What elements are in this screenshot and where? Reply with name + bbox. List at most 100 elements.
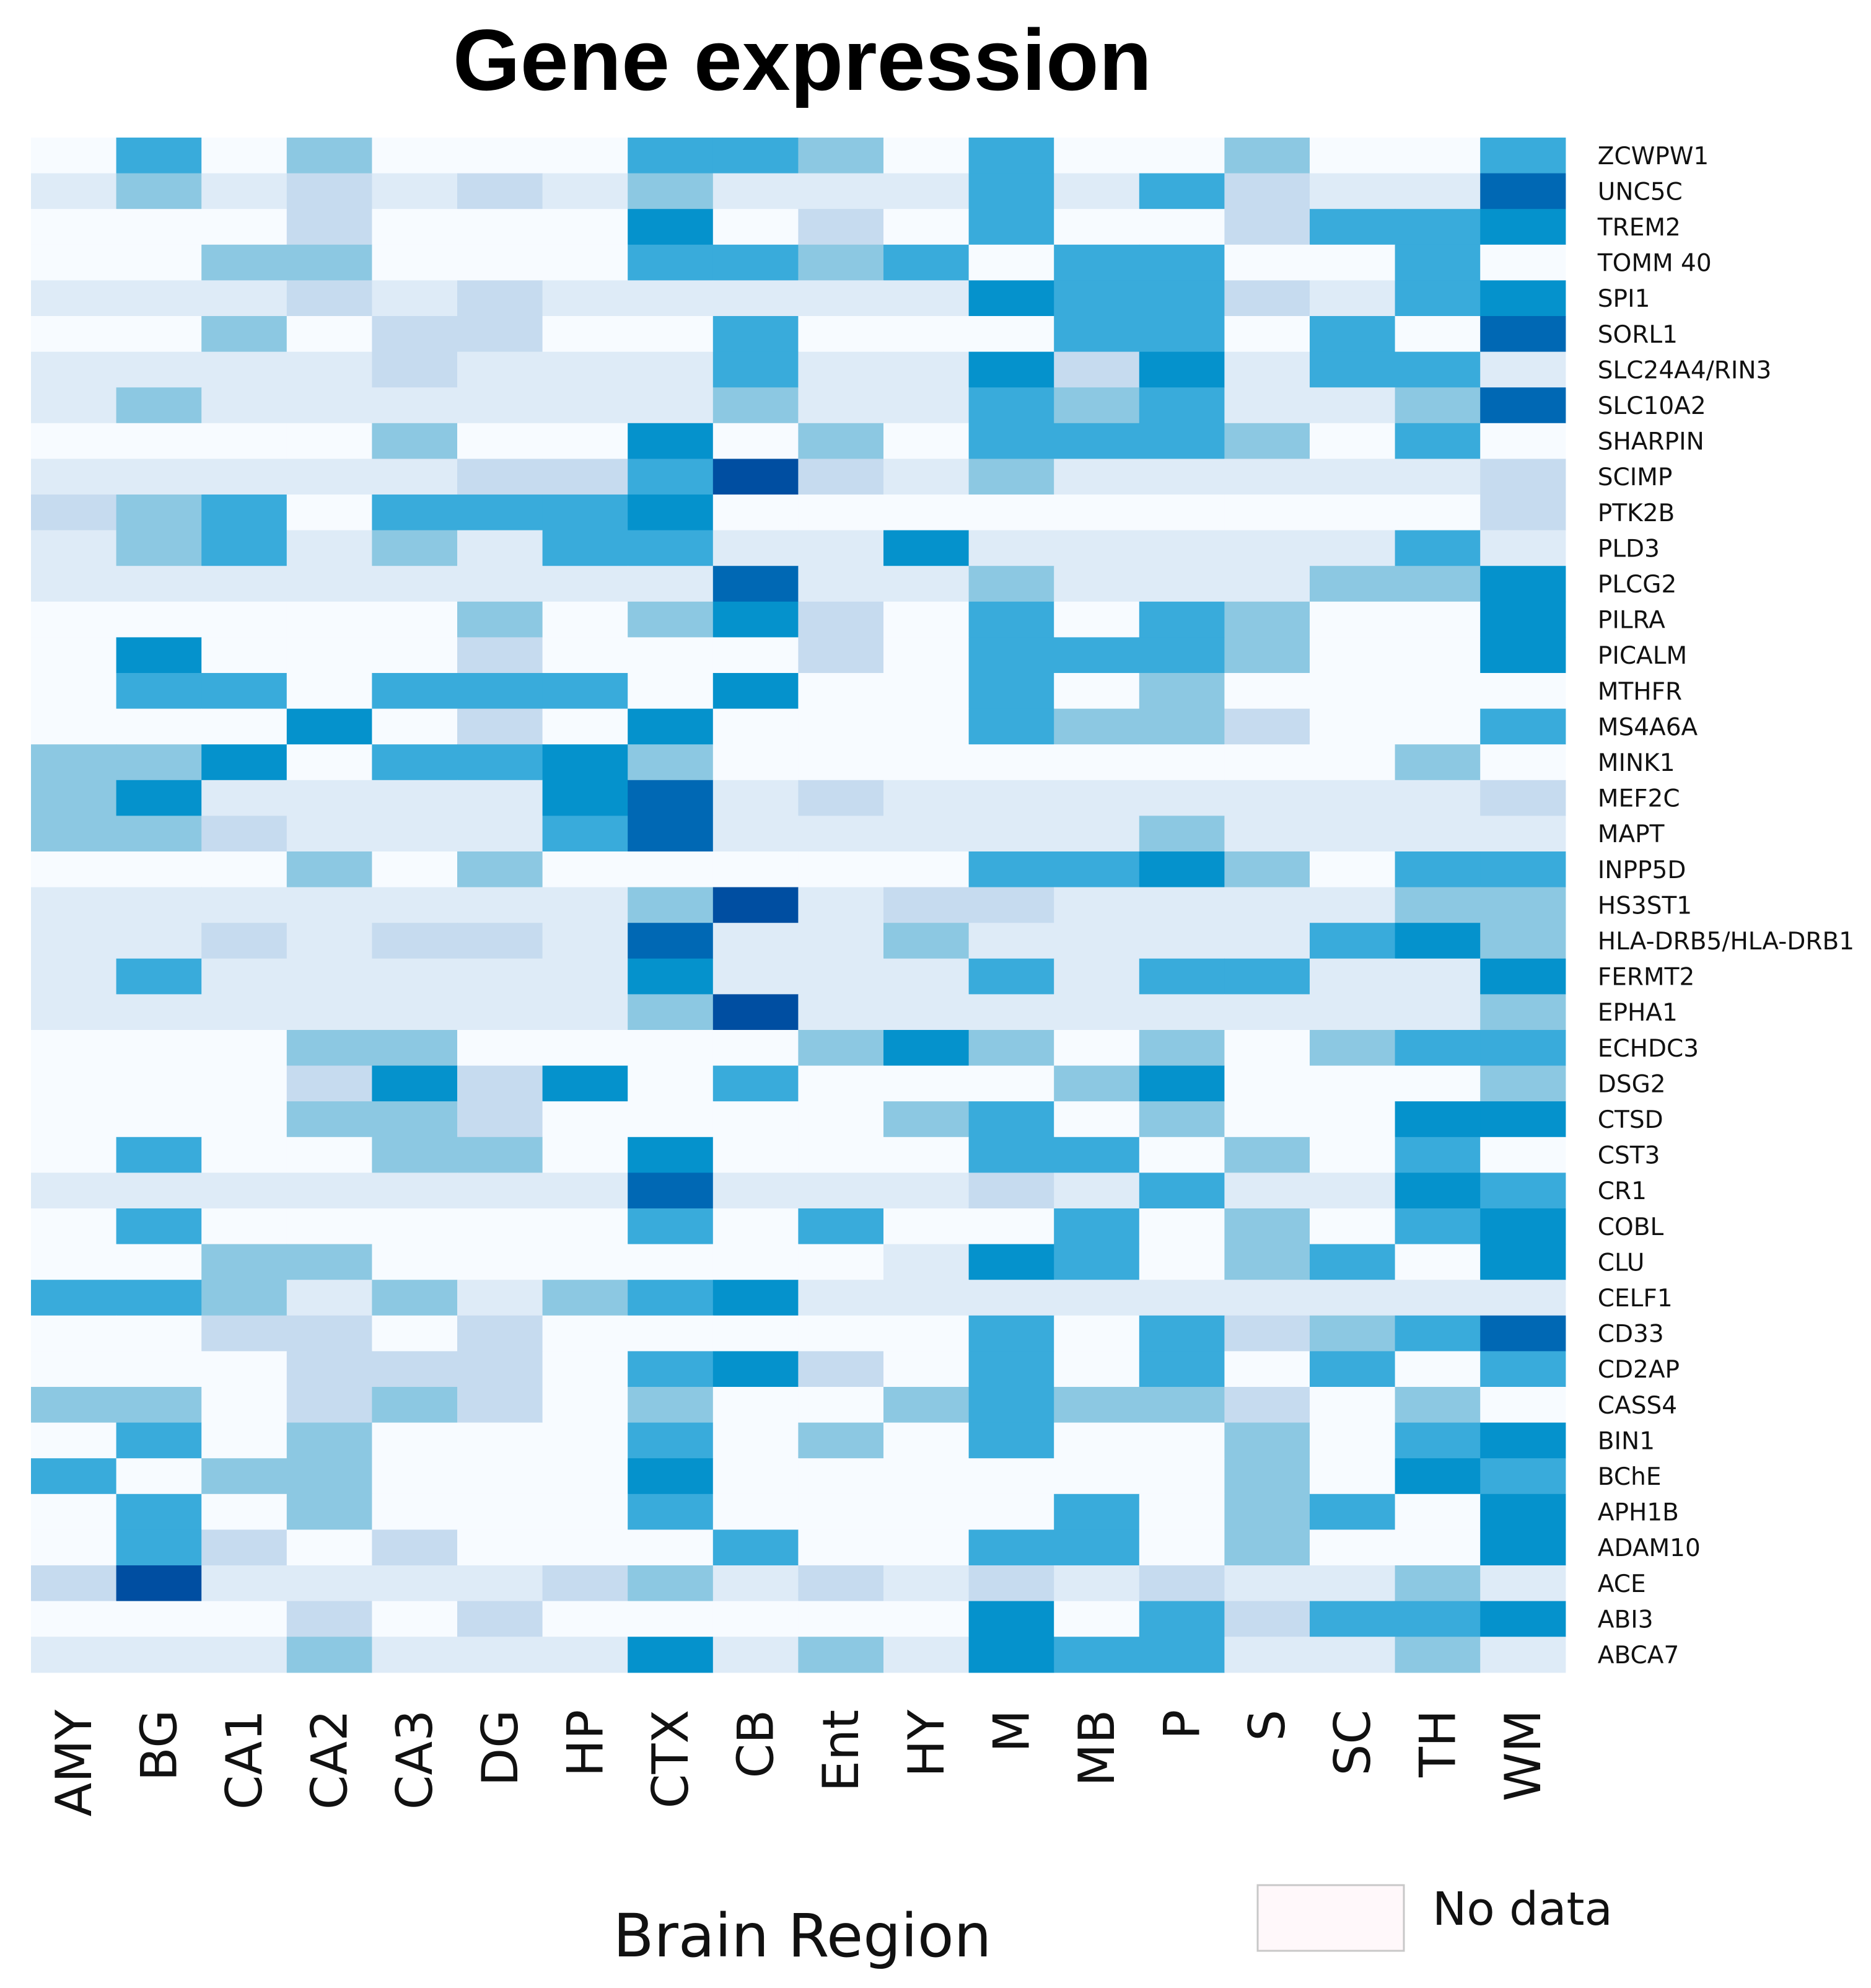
heatmap-cell-mink1-ca1 <box>201 744 287 781</box>
heatmap-cell-mapt-ca1 <box>201 816 287 852</box>
heatmap-cell-cr1-ent <box>798 1172 884 1209</box>
heatmap-cell-plcg2-s <box>1224 566 1310 602</box>
heatmap-cell-abi3-p <box>1139 1601 1225 1637</box>
heatmap-cell-abca7-mb <box>1054 1637 1140 1673</box>
heatmap-cell-spi1-ca3 <box>372 280 458 317</box>
heatmap-cell-cd2ap-ctx <box>628 1351 714 1388</box>
heatmap-cell-clu-cb <box>712 1244 799 1280</box>
heatmap-cell-pld3-m <box>968 530 1054 566</box>
heatmap-cell-abca7-m <box>968 1637 1054 1673</box>
heatmap-cell-cr1-ca3 <box>372 1172 458 1209</box>
heatmap-cell-mef2c-s <box>1224 780 1310 816</box>
gene-label-ctsd: CTSD <box>1598 1106 1663 1134</box>
heatmap-cell-scimp-ctx <box>628 459 714 495</box>
heatmap-cell-inpp5d-m <box>968 851 1054 888</box>
heatmap-cell-celf1-amy <box>31 1280 117 1316</box>
heatmap-cell-aph1b-p <box>1139 1493 1225 1530</box>
heatmap-cell-zcwpw1-dg <box>457 138 543 174</box>
heatmap-cell-bche-m <box>968 1458 1054 1495</box>
heatmap-cell-scimp-ca2 <box>286 459 372 495</box>
heatmap-cell-mapt-ca3 <box>372 816 458 852</box>
heatmap-cell-cobl-amy <box>31 1208 117 1245</box>
heatmap-cell-cass4-s <box>1224 1387 1310 1423</box>
heatmap-cell-mef2c-p <box>1139 780 1225 816</box>
heatmap-cell-celf1-ent <box>798 1280 884 1316</box>
gene-label-sharpin: SHARPIN <box>1598 428 1704 456</box>
heatmap-cell-ms4a6a-ca1 <box>201 708 287 745</box>
heatmap-cell-pld3-mb <box>1054 530 1140 566</box>
heatmap-cell-abca7-p <box>1139 1637 1225 1673</box>
heatmap-cell-cd33-s <box>1224 1315 1310 1352</box>
heatmap-cell-clu-mb <box>1054 1244 1140 1280</box>
heatmap-cell-inpp5d-hp <box>542 851 628 888</box>
heatmap-cell-ctsd-sc <box>1310 1101 1396 1138</box>
heatmap-cell-mink1-sc <box>1310 744 1396 781</box>
heatmap-cell-bin1-dg <box>457 1422 543 1459</box>
heatmap-cell-abi3-ent <box>798 1601 884 1637</box>
gene-label-tomm-40: TOMM 40 <box>1597 250 1712 278</box>
heatmap-cell-plcg2-mb <box>1054 566 1140 602</box>
heatmap-cell-mink1-wm <box>1480 744 1566 781</box>
region-label-wm: WM <box>1494 1710 1552 1801</box>
gene-label-hla-drb5-hla-drb1: HLA-DRB5/HLA-DRB1 <box>1598 928 1854 956</box>
heatmap-cell-inpp5d-hy <box>883 851 970 888</box>
gene-label-mapt: MAPT <box>1598 820 1665 848</box>
heatmap-cell-mthfr-ca1 <box>201 673 287 710</box>
heatmap-cell-inpp5d-dg <box>457 851 543 888</box>
heatmap-cell-cd2ap-bg <box>116 1351 202 1388</box>
heatmap-cell-zcwpw1-s <box>1224 138 1310 174</box>
heatmap-cell-celf1-ca1 <box>201 1280 287 1316</box>
heatmap-cell-cd33-ctx <box>628 1315 714 1352</box>
heatmap-cell-cst3-ctx <box>628 1137 714 1173</box>
heatmap-cell-scimp-dg <box>457 459 543 495</box>
heatmap-cell-spi1-th <box>1395 280 1481 317</box>
heatmap-cell-dsg2-wm <box>1480 1065 1566 1102</box>
heatmap-cell-mink1-hy <box>883 744 970 781</box>
heatmap-cell-ms4a6a-bg <box>116 708 202 745</box>
heatmap-cell-bin1-hp <box>542 1422 628 1459</box>
heatmap-cell-cobl-ca1 <box>201 1208 287 1245</box>
heatmap-cell-adam10-sc <box>1310 1529 1396 1566</box>
heatmap-cell-adam10-p <box>1139 1529 1225 1566</box>
heatmap-cell-slc10a2-mb <box>1054 387 1140 424</box>
heatmap-cell-echdc3-sc <box>1310 1030 1396 1067</box>
heatmap-cell-mink1-s <box>1224 744 1310 781</box>
heatmap-cell-zcwpw1-ca1 <box>201 138 287 174</box>
heatmap-cell-ace-ca1 <box>201 1565 287 1602</box>
heatmap-cell-inpp5d-ca2 <box>286 851 372 888</box>
heatmap-cell-ms4a6a-wm <box>1480 708 1566 745</box>
heatmap-cell-mapt-hy <box>883 816 970 852</box>
heatmap-cell-ctsd-mb <box>1054 1101 1140 1138</box>
heatmap-cell-ace-ca2 <box>286 1565 372 1602</box>
heatmap-cell-clu-hp <box>542 1244 628 1280</box>
heatmap-cell-sorl1-ca2 <box>286 316 372 353</box>
heatmap-cell-cobl-s <box>1224 1208 1310 1245</box>
heatmap-cell-unc5c-ca2 <box>286 173 372 209</box>
heatmap-cell-mapt-hp <box>542 816 628 852</box>
heatmap-cell-spi1-ctx <box>628 280 714 317</box>
region-label-hy: HY <box>898 1709 955 1777</box>
heatmap-cell-adam10-ctx <box>628 1529 714 1566</box>
heatmap-cell-dsg2-ent <box>798 1065 884 1102</box>
heatmap-cell-inpp5d-s <box>1224 851 1310 888</box>
heatmap-cell-tomm-40-s <box>1224 244 1310 281</box>
heatmap-cell-inpp5d-bg <box>116 851 202 888</box>
heatmap-cell-tomm-40-th <box>1395 244 1481 281</box>
heatmap-cell-unc5c-mb <box>1054 173 1140 209</box>
heatmap-cell-unc5c-ctx <box>628 173 714 209</box>
heatmap-cell-picalm-bg <box>116 637 202 674</box>
heatmap-cell-ace-cb <box>712 1565 799 1602</box>
heatmap-cell-bche-s <box>1224 1458 1310 1495</box>
heatmap-cell-celf1-mb <box>1054 1280 1140 1316</box>
heatmap-cell-mapt-wm <box>1480 816 1566 852</box>
heatmap-cell-abca7-ca2 <box>286 1637 372 1673</box>
heatmap-cell-aph1b-wm <box>1480 1493 1566 1530</box>
heatmap-cell-ace-p <box>1139 1565 1225 1602</box>
heatmap-cell-aph1b-ca1 <box>201 1493 287 1530</box>
heatmap-cell-picalm-hy <box>883 637 970 674</box>
heatmap-cell-adam10-bg <box>116 1529 202 1566</box>
heatmap-cell-mef2c-ca2 <box>286 780 372 816</box>
heatmap-cell-sorl1-ctx <box>628 316 714 353</box>
heatmap-cell-slc10a2-ca3 <box>372 387 458 424</box>
heatmap-cell-clu-ca1 <box>201 1244 287 1280</box>
